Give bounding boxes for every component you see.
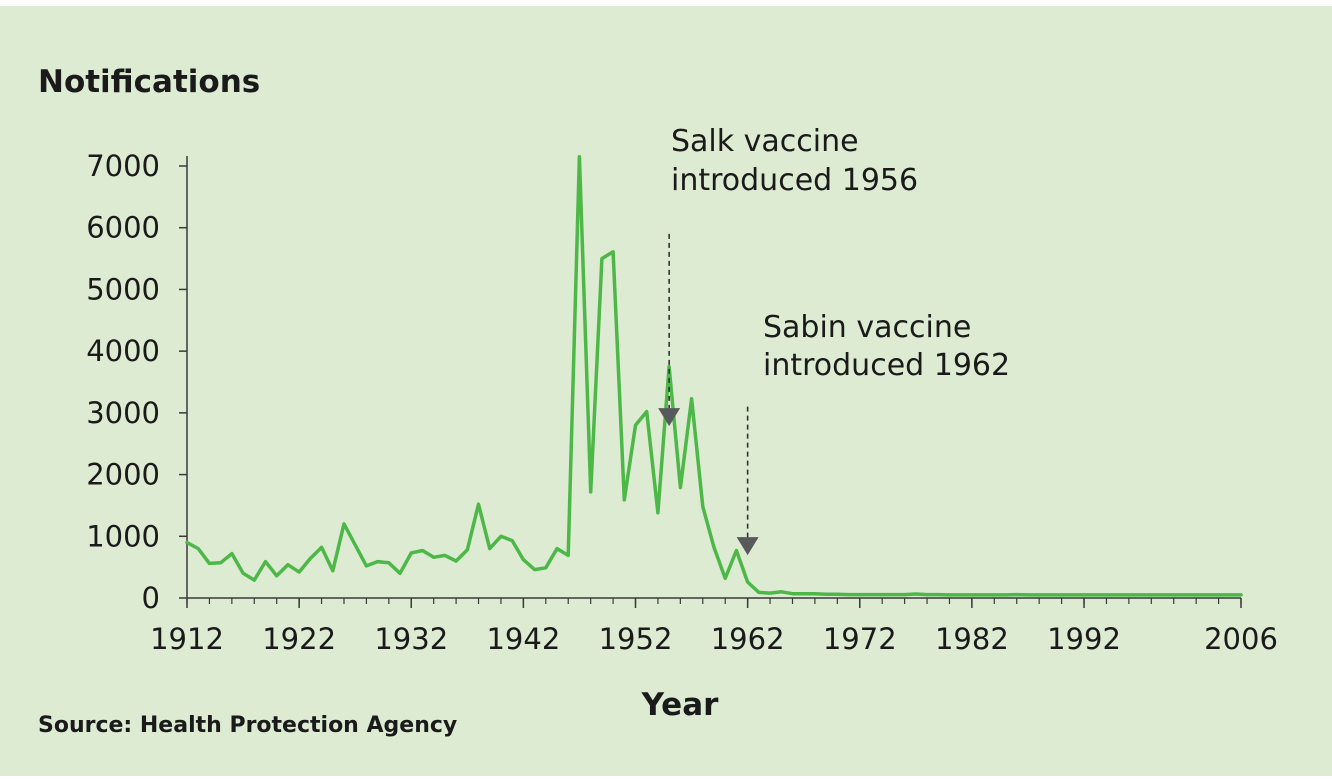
x-tick-label: 1962 xyxy=(711,622,785,656)
x-tick-label: 1952 xyxy=(599,622,673,656)
source-note: Source: Health Protection Agency xyxy=(38,713,457,738)
y-tick-label: 1000 xyxy=(86,519,160,553)
annotation-arrowhead xyxy=(736,537,759,556)
notifications-line xyxy=(185,154,1243,597)
annotations: Salk vaccine introduced 1956 Sabin vaccine… xyxy=(658,124,1010,556)
y-tick-label: 2000 xyxy=(86,458,160,492)
chart-panel: 0 1000 2000 3000 4000 5000 6000 7000 1912 1922 19… xyxy=(0,6,1332,776)
annotation-line-2: introduced 1962 xyxy=(763,348,1010,383)
y-axis-title: Notifications xyxy=(38,64,260,100)
y-tick-label: 7000 xyxy=(86,149,160,183)
x-axis-title: Year xyxy=(641,687,720,723)
y-tick-label: 4000 xyxy=(86,334,160,368)
y-tick-label: 6000 xyxy=(86,211,160,245)
x-tick-label: 1972 xyxy=(823,622,897,656)
x-tick-label: 1992 xyxy=(1047,622,1121,656)
annotation: Salk vaccine introduced 1956 xyxy=(658,124,918,427)
annotation-line-2: introduced 1956 xyxy=(671,163,918,198)
x-tick-label: 2006 xyxy=(1204,622,1278,656)
x-tick-label: 1922 xyxy=(262,622,336,656)
y-tick-label: 3000 xyxy=(86,396,160,430)
y-tick-label: 5000 xyxy=(86,272,160,306)
annotation-arrowhead xyxy=(658,408,681,427)
y-tick-label: 0 xyxy=(142,581,160,615)
annotation-line-1: Salk vaccine xyxy=(671,124,859,159)
series xyxy=(185,154,1243,597)
x-tick-label: 1932 xyxy=(374,622,448,656)
annotation-line-1: Sabin vaccine xyxy=(763,310,971,345)
x-tick-label: 1912 xyxy=(150,622,224,656)
x-tick-label: 1982 xyxy=(935,622,1009,656)
x-tick-label: 1942 xyxy=(486,622,560,656)
y-axis: 0 1000 2000 3000 4000 5000 6000 7000 xyxy=(86,149,188,615)
x-axis: 1912 1922 1932 1942 1952 1962 1972 1982 1992 2006 xyxy=(150,597,1278,656)
